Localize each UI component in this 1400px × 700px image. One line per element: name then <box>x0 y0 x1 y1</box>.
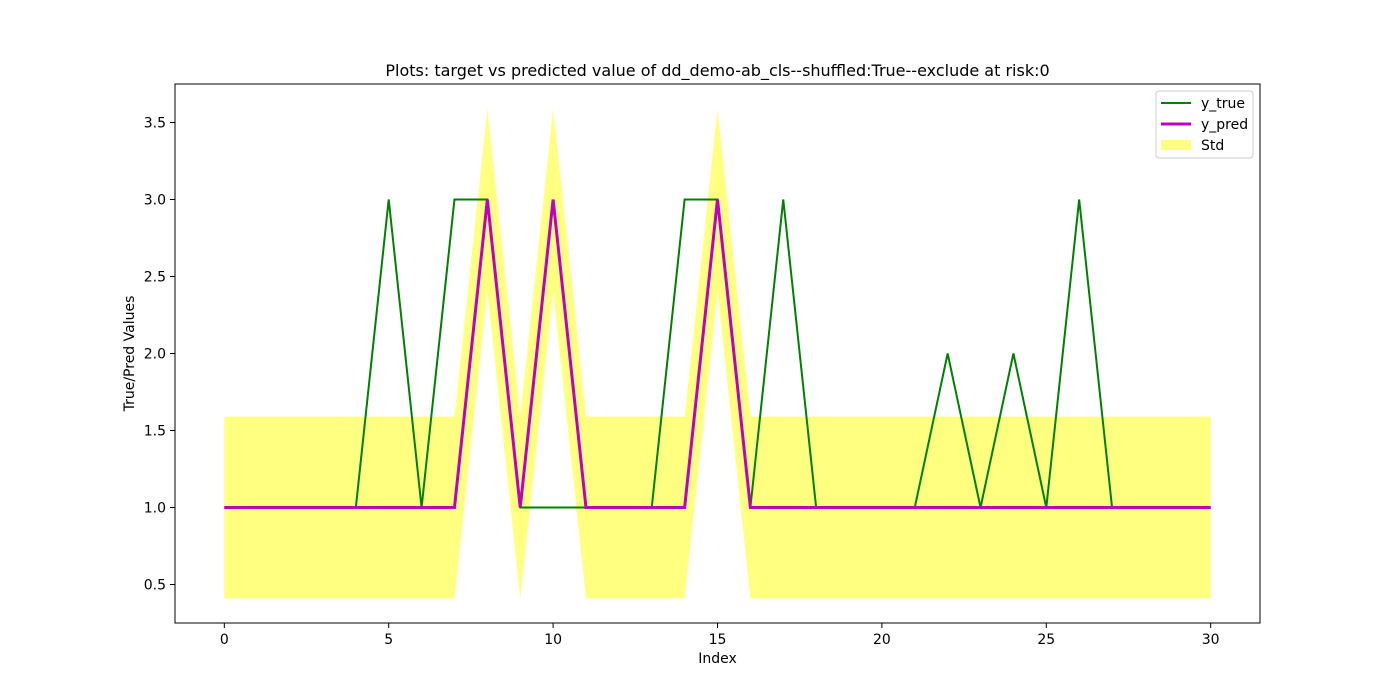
x-tick-label: 0 <box>220 632 229 648</box>
legend: y_true y_pred Std <box>1155 90 1254 159</box>
y-axis-label: True/Pred Values <box>122 296 138 413</box>
legend-label-std: Std <box>1201 138 1224 154</box>
x-axis-label: Index <box>698 651 737 667</box>
x-tick-label: 10 <box>544 632 562 648</box>
y-tick-label: 1.5 <box>144 424 166 440</box>
legend-swatch-std <box>1161 140 1191 150</box>
y-tick-label: 3.5 <box>144 116 166 132</box>
y-tick-label: 2.0 <box>144 347 166 363</box>
x-axis-ticks: 0 5 10 15 20 25 30 <box>220 623 1220 648</box>
x-tick-label: 30 <box>1202 632 1220 648</box>
x-tick-label: 5 <box>384 632 393 648</box>
y-tick-label: 2.5 <box>144 270 166 286</box>
plot-area <box>224 108 1211 599</box>
y-axis-ticks: 0.5 1.0 1.5 2.0 2.5 3.0 3.5 <box>144 116 175 594</box>
y-tick-label: 1.0 <box>144 501 166 517</box>
x-tick-label: 15 <box>709 632 727 648</box>
x-tick-label: 25 <box>1037 632 1055 648</box>
y-tick-label: 3.0 <box>144 193 166 209</box>
std-band <box>224 108 1211 599</box>
legend-label-y-pred: y_pred <box>1201 117 1248 133</box>
x-tick-label: 20 <box>873 632 891 648</box>
chart-title: Plots: target vs predicted value of dd_d… <box>385 61 1049 81</box>
y-tick-label: 0.5 <box>144 578 166 594</box>
series-line-y-pred <box>224 199 1211 509</box>
legend-label-y-true: y_true <box>1201 96 1245 112</box>
